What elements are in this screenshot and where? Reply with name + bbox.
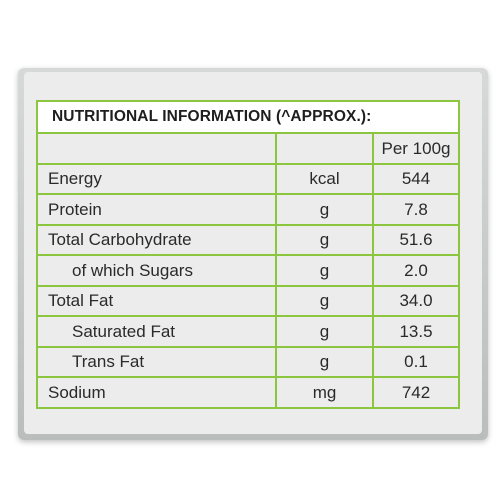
table-row: Protein g 7.8 [36, 193, 460, 226]
nutrient-name: Protein [36, 193, 277, 226]
table-row: Total Fat g 34.0 [36, 284, 460, 317]
nutrient-unit: g [275, 315, 374, 348]
nutrient-unit: g [275, 223, 374, 256]
nutrient-value: 34.0 [372, 284, 460, 317]
nutrient-unit: g [275, 254, 374, 287]
nutrient-value: 0.1 [372, 345, 460, 378]
nutrient-unit: g [275, 193, 374, 226]
nutrient-unit: g [275, 345, 374, 378]
nutrient-value: 51.6 [372, 223, 460, 256]
nutrient-name: Energy [36, 162, 277, 195]
table-row: of which Sugars g 2.0 [36, 254, 460, 287]
nutrition-table: NUTRITIONAL INFORMATION (^APPROX.): Per … [36, 100, 460, 409]
nutrient-name: Trans Fat [36, 345, 277, 378]
nutrient-value: 13.5 [372, 315, 460, 348]
nutrient-value: 742 [372, 376, 460, 409]
nutrient-unit: kcal [275, 162, 374, 195]
nutrient-value: 544 [372, 162, 460, 195]
nutrient-name: Total Carbohydrate [36, 223, 277, 256]
header-per-100g-cell: Per 100g [372, 132, 460, 165]
table-row: Trans Fat g 0.1 [36, 345, 460, 378]
nutrient-name: Sodium [36, 376, 277, 409]
table-title: NUTRITIONAL INFORMATION (^APPROX.): [36, 100, 460, 134]
table-row: Saturated Fat g 13.5 [36, 315, 460, 348]
header-nutrient-cell [36, 132, 277, 165]
table-header-row: Per 100g [36, 132, 460, 165]
table-row: Sodium mg 742 [36, 376, 460, 409]
nutrient-value: 2.0 [372, 254, 460, 287]
nutrient-unit: g [275, 284, 374, 317]
table-row: Total Carbohydrate g 51.6 [36, 223, 460, 256]
nutrient-unit: mg [275, 376, 374, 409]
nutrient-name: Saturated Fat [36, 315, 277, 348]
header-unit-cell [275, 132, 374, 165]
nutrient-name: Total Fat [36, 284, 277, 317]
table-title-row: NUTRITIONAL INFORMATION (^APPROX.): [36, 100, 460, 134]
table-row: Energy kcal 544 [36, 162, 460, 195]
nutrient-value: 7.8 [372, 193, 460, 226]
nutrient-name: of which Sugars [36, 254, 277, 287]
